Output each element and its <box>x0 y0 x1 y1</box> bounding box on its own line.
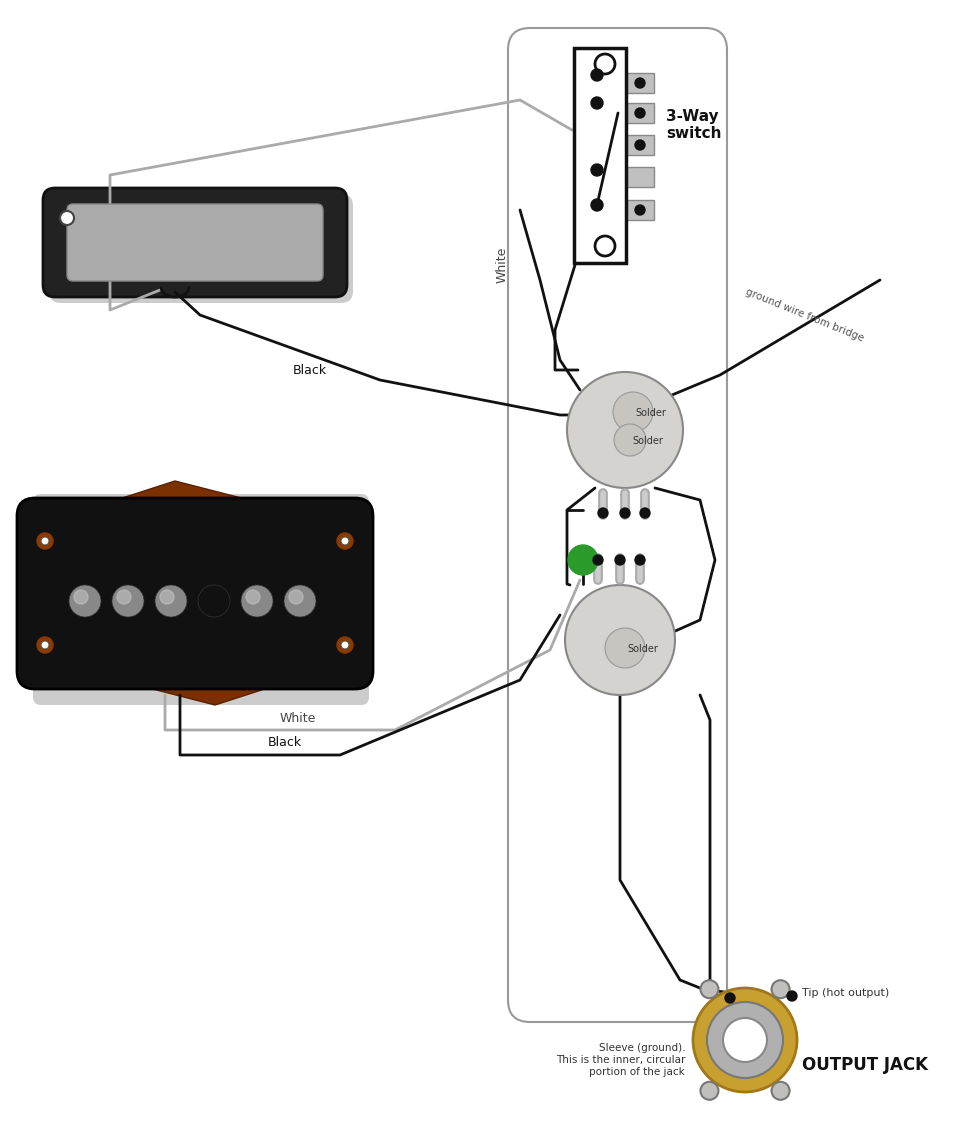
FancyBboxPatch shape <box>626 74 654 93</box>
Circle shape <box>198 585 230 618</box>
Text: White: White <box>496 247 509 283</box>
Circle shape <box>591 164 603 176</box>
Circle shape <box>707 1002 783 1078</box>
Circle shape <box>598 508 608 518</box>
Circle shape <box>565 585 675 696</box>
FancyBboxPatch shape <box>626 135 654 155</box>
Text: OUTPUT JACK: OUTPUT JACK <box>802 1056 928 1074</box>
Text: Solder: Solder <box>635 408 665 418</box>
Circle shape <box>693 988 797 1093</box>
Text: Solder: Solder <box>627 644 658 654</box>
Polygon shape <box>20 481 370 705</box>
Circle shape <box>595 54 615 74</box>
Text: Black: Black <box>293 363 327 377</box>
Text: Black: Black <box>268 736 302 750</box>
Circle shape <box>567 372 683 487</box>
Circle shape <box>614 424 646 456</box>
Text: ground wire from bridge: ground wire from bridge <box>745 286 865 344</box>
Circle shape <box>701 981 718 999</box>
FancyBboxPatch shape <box>626 200 654 221</box>
Circle shape <box>701 1081 718 1099</box>
Circle shape <box>605 628 645 668</box>
FancyBboxPatch shape <box>49 195 353 303</box>
Circle shape <box>635 140 645 150</box>
Circle shape <box>635 107 645 118</box>
Circle shape <box>620 508 630 518</box>
Text: 3-Way
switch: 3-Way switch <box>666 109 721 141</box>
Circle shape <box>595 236 615 256</box>
Circle shape <box>635 78 645 88</box>
Circle shape <box>112 585 144 618</box>
Circle shape <box>635 205 645 215</box>
FancyBboxPatch shape <box>574 48 626 264</box>
Circle shape <box>591 69 603 81</box>
Circle shape <box>341 641 349 649</box>
Text: Tip (hot output): Tip (hot output) <box>802 988 889 998</box>
FancyBboxPatch shape <box>626 103 654 123</box>
Circle shape <box>787 991 797 1001</box>
Circle shape <box>284 585 316 618</box>
Circle shape <box>160 590 174 604</box>
FancyBboxPatch shape <box>626 167 654 187</box>
Circle shape <box>337 637 353 653</box>
Circle shape <box>341 537 349 545</box>
Circle shape <box>41 641 49 649</box>
Circle shape <box>591 97 603 109</box>
Circle shape <box>771 1081 790 1099</box>
Circle shape <box>241 585 273 618</box>
Circle shape <box>613 392 653 432</box>
Circle shape <box>337 533 353 549</box>
Circle shape <box>289 590 303 604</box>
Circle shape <box>615 555 625 566</box>
Text: Solder: Solder <box>632 435 662 446</box>
Circle shape <box>246 590 260 604</box>
Text: White: White <box>280 711 317 725</box>
FancyBboxPatch shape <box>43 188 347 297</box>
Circle shape <box>771 981 790 999</box>
Circle shape <box>568 545 598 575</box>
Circle shape <box>635 555 645 566</box>
Circle shape <box>723 1018 767 1062</box>
Circle shape <box>60 211 74 225</box>
Text: Sleeve (ground).
This is the inner, circular
portion of the jack: Sleeve (ground). This is the inner, circ… <box>556 1044 685 1077</box>
Circle shape <box>41 537 49 545</box>
Circle shape <box>69 585 101 618</box>
Circle shape <box>74 590 88 604</box>
Circle shape <box>155 585 187 618</box>
Circle shape <box>37 533 53 549</box>
Circle shape <box>640 508 650 518</box>
FancyBboxPatch shape <box>33 494 369 705</box>
Circle shape <box>37 637 53 653</box>
Circle shape <box>725 993 735 1003</box>
Circle shape <box>593 555 603 566</box>
FancyBboxPatch shape <box>17 498 373 689</box>
FancyBboxPatch shape <box>67 204 323 280</box>
Circle shape <box>591 199 603 211</box>
Circle shape <box>117 590 131 604</box>
